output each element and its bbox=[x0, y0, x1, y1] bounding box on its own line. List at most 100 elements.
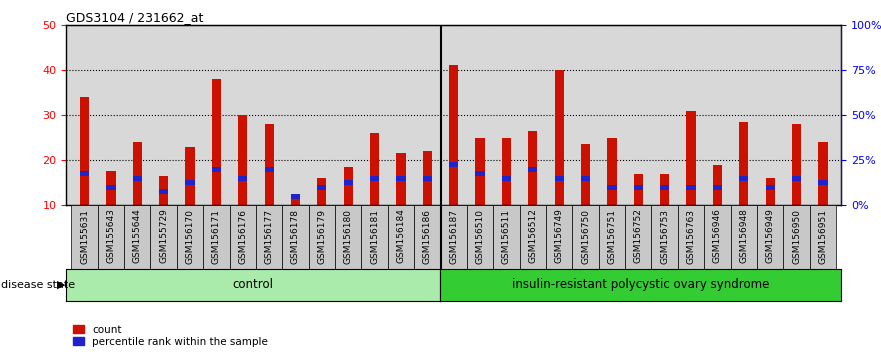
Bar bbox=[291, 194, 300, 199]
Text: GSM155631: GSM155631 bbox=[80, 209, 89, 263]
Text: GSM156171: GSM156171 bbox=[212, 209, 221, 263]
Text: GSM156177: GSM156177 bbox=[264, 209, 274, 263]
Bar bbox=[98, 205, 124, 269]
Bar bbox=[344, 180, 353, 185]
Bar bbox=[554, 70, 564, 205]
Bar bbox=[449, 65, 458, 205]
Bar bbox=[388, 205, 414, 269]
Text: GSM156512: GSM156512 bbox=[529, 209, 537, 263]
Text: GSM156178: GSM156178 bbox=[291, 209, 300, 263]
Bar bbox=[757, 205, 783, 269]
Bar bbox=[151, 205, 177, 269]
Bar bbox=[370, 176, 379, 181]
Bar bbox=[792, 176, 801, 181]
Bar bbox=[677, 205, 704, 269]
Bar bbox=[581, 176, 590, 181]
Text: GSM155729: GSM155729 bbox=[159, 209, 168, 263]
Bar bbox=[107, 171, 115, 205]
Text: GSM156184: GSM156184 bbox=[396, 209, 405, 263]
Bar bbox=[211, 166, 221, 172]
Bar bbox=[818, 180, 827, 185]
Bar bbox=[766, 178, 774, 205]
Text: GSM156951: GSM156951 bbox=[818, 209, 827, 263]
Bar bbox=[264, 124, 274, 205]
Bar bbox=[686, 110, 696, 205]
Bar bbox=[818, 142, 827, 205]
Bar bbox=[713, 184, 722, 190]
Bar bbox=[626, 205, 651, 269]
Bar bbox=[185, 180, 195, 185]
Bar bbox=[159, 189, 168, 194]
Text: disease state: disease state bbox=[1, 280, 75, 290]
Bar bbox=[581, 144, 590, 205]
Text: GSM156750: GSM156750 bbox=[581, 209, 590, 263]
Bar bbox=[493, 205, 520, 269]
Bar bbox=[204, 205, 230, 269]
Bar bbox=[133, 176, 142, 181]
Text: GSM156181: GSM156181 bbox=[370, 209, 379, 263]
Text: GSM156948: GSM156948 bbox=[739, 209, 748, 263]
Text: GSM156946: GSM156946 bbox=[713, 209, 722, 263]
Bar bbox=[335, 205, 361, 269]
Bar bbox=[599, 205, 626, 269]
Text: GSM156511: GSM156511 bbox=[502, 209, 511, 263]
Text: control: control bbox=[233, 279, 274, 291]
Text: ▶: ▶ bbox=[56, 280, 65, 290]
Bar bbox=[529, 166, 537, 172]
Bar bbox=[107, 184, 115, 190]
Text: GSM156949: GSM156949 bbox=[766, 209, 774, 263]
Text: GSM156179: GSM156179 bbox=[317, 209, 326, 263]
Bar bbox=[554, 176, 564, 181]
Bar bbox=[185, 147, 195, 205]
Bar bbox=[396, 153, 405, 205]
Text: GSM156753: GSM156753 bbox=[660, 209, 670, 263]
Bar bbox=[133, 142, 142, 205]
Bar bbox=[467, 205, 493, 269]
Text: GSM156510: GSM156510 bbox=[476, 209, 485, 263]
Bar bbox=[660, 174, 670, 205]
Bar bbox=[573, 205, 599, 269]
Bar bbox=[423, 176, 432, 181]
Text: GSM155644: GSM155644 bbox=[133, 209, 142, 263]
Text: GSM156752: GSM156752 bbox=[633, 209, 643, 263]
Bar bbox=[177, 205, 204, 269]
Bar bbox=[607, 184, 617, 190]
Bar bbox=[370, 133, 379, 205]
Bar bbox=[361, 205, 388, 269]
Bar bbox=[344, 167, 353, 205]
Bar bbox=[317, 178, 327, 205]
Bar bbox=[124, 205, 151, 269]
Bar bbox=[810, 205, 836, 269]
Text: GSM155643: GSM155643 bbox=[107, 209, 115, 263]
Bar bbox=[256, 205, 282, 269]
Bar bbox=[317, 184, 327, 190]
Bar bbox=[704, 205, 730, 269]
Legend: count, percentile rank within the sample: count, percentile rank within the sample bbox=[71, 322, 270, 349]
Bar bbox=[230, 205, 256, 269]
Bar bbox=[476, 138, 485, 205]
Bar bbox=[440, 205, 467, 269]
Bar bbox=[502, 176, 511, 181]
Bar bbox=[783, 205, 810, 269]
Bar bbox=[211, 79, 221, 205]
Bar bbox=[633, 184, 643, 190]
Bar bbox=[502, 138, 511, 205]
Bar bbox=[80, 97, 89, 205]
Bar bbox=[529, 131, 537, 205]
Bar bbox=[396, 176, 405, 181]
Bar bbox=[238, 115, 248, 205]
Bar bbox=[291, 196, 300, 205]
Text: GSM156176: GSM156176 bbox=[238, 209, 248, 263]
Bar bbox=[80, 171, 89, 176]
Bar bbox=[739, 176, 748, 181]
Bar bbox=[739, 122, 748, 205]
Bar bbox=[546, 205, 573, 269]
Bar bbox=[766, 184, 774, 190]
Bar bbox=[520, 205, 546, 269]
Text: GSM156950: GSM156950 bbox=[792, 209, 801, 263]
Text: GSM156763: GSM156763 bbox=[686, 209, 695, 263]
Bar bbox=[607, 138, 617, 205]
Bar bbox=[159, 176, 168, 205]
Bar bbox=[476, 171, 485, 176]
Bar bbox=[308, 205, 335, 269]
